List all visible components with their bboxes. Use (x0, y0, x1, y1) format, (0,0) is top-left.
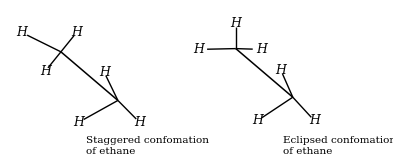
Text: H: H (230, 17, 241, 30)
Text: H: H (275, 64, 286, 77)
Text: Eclipsed confomation
of ethane: Eclipsed confomation of ethane (283, 136, 393, 156)
Text: H: H (193, 43, 204, 56)
Text: H: H (256, 43, 267, 56)
Text: H: H (16, 26, 27, 39)
Text: H: H (134, 116, 145, 129)
Text: H: H (73, 116, 84, 129)
Text: H: H (99, 66, 110, 79)
Text: H: H (309, 114, 320, 127)
Text: H: H (71, 26, 82, 39)
Text: Staggered confomation
of ethane: Staggered confomation of ethane (86, 136, 209, 156)
Text: H: H (252, 114, 263, 127)
Text: H: H (40, 65, 51, 78)
